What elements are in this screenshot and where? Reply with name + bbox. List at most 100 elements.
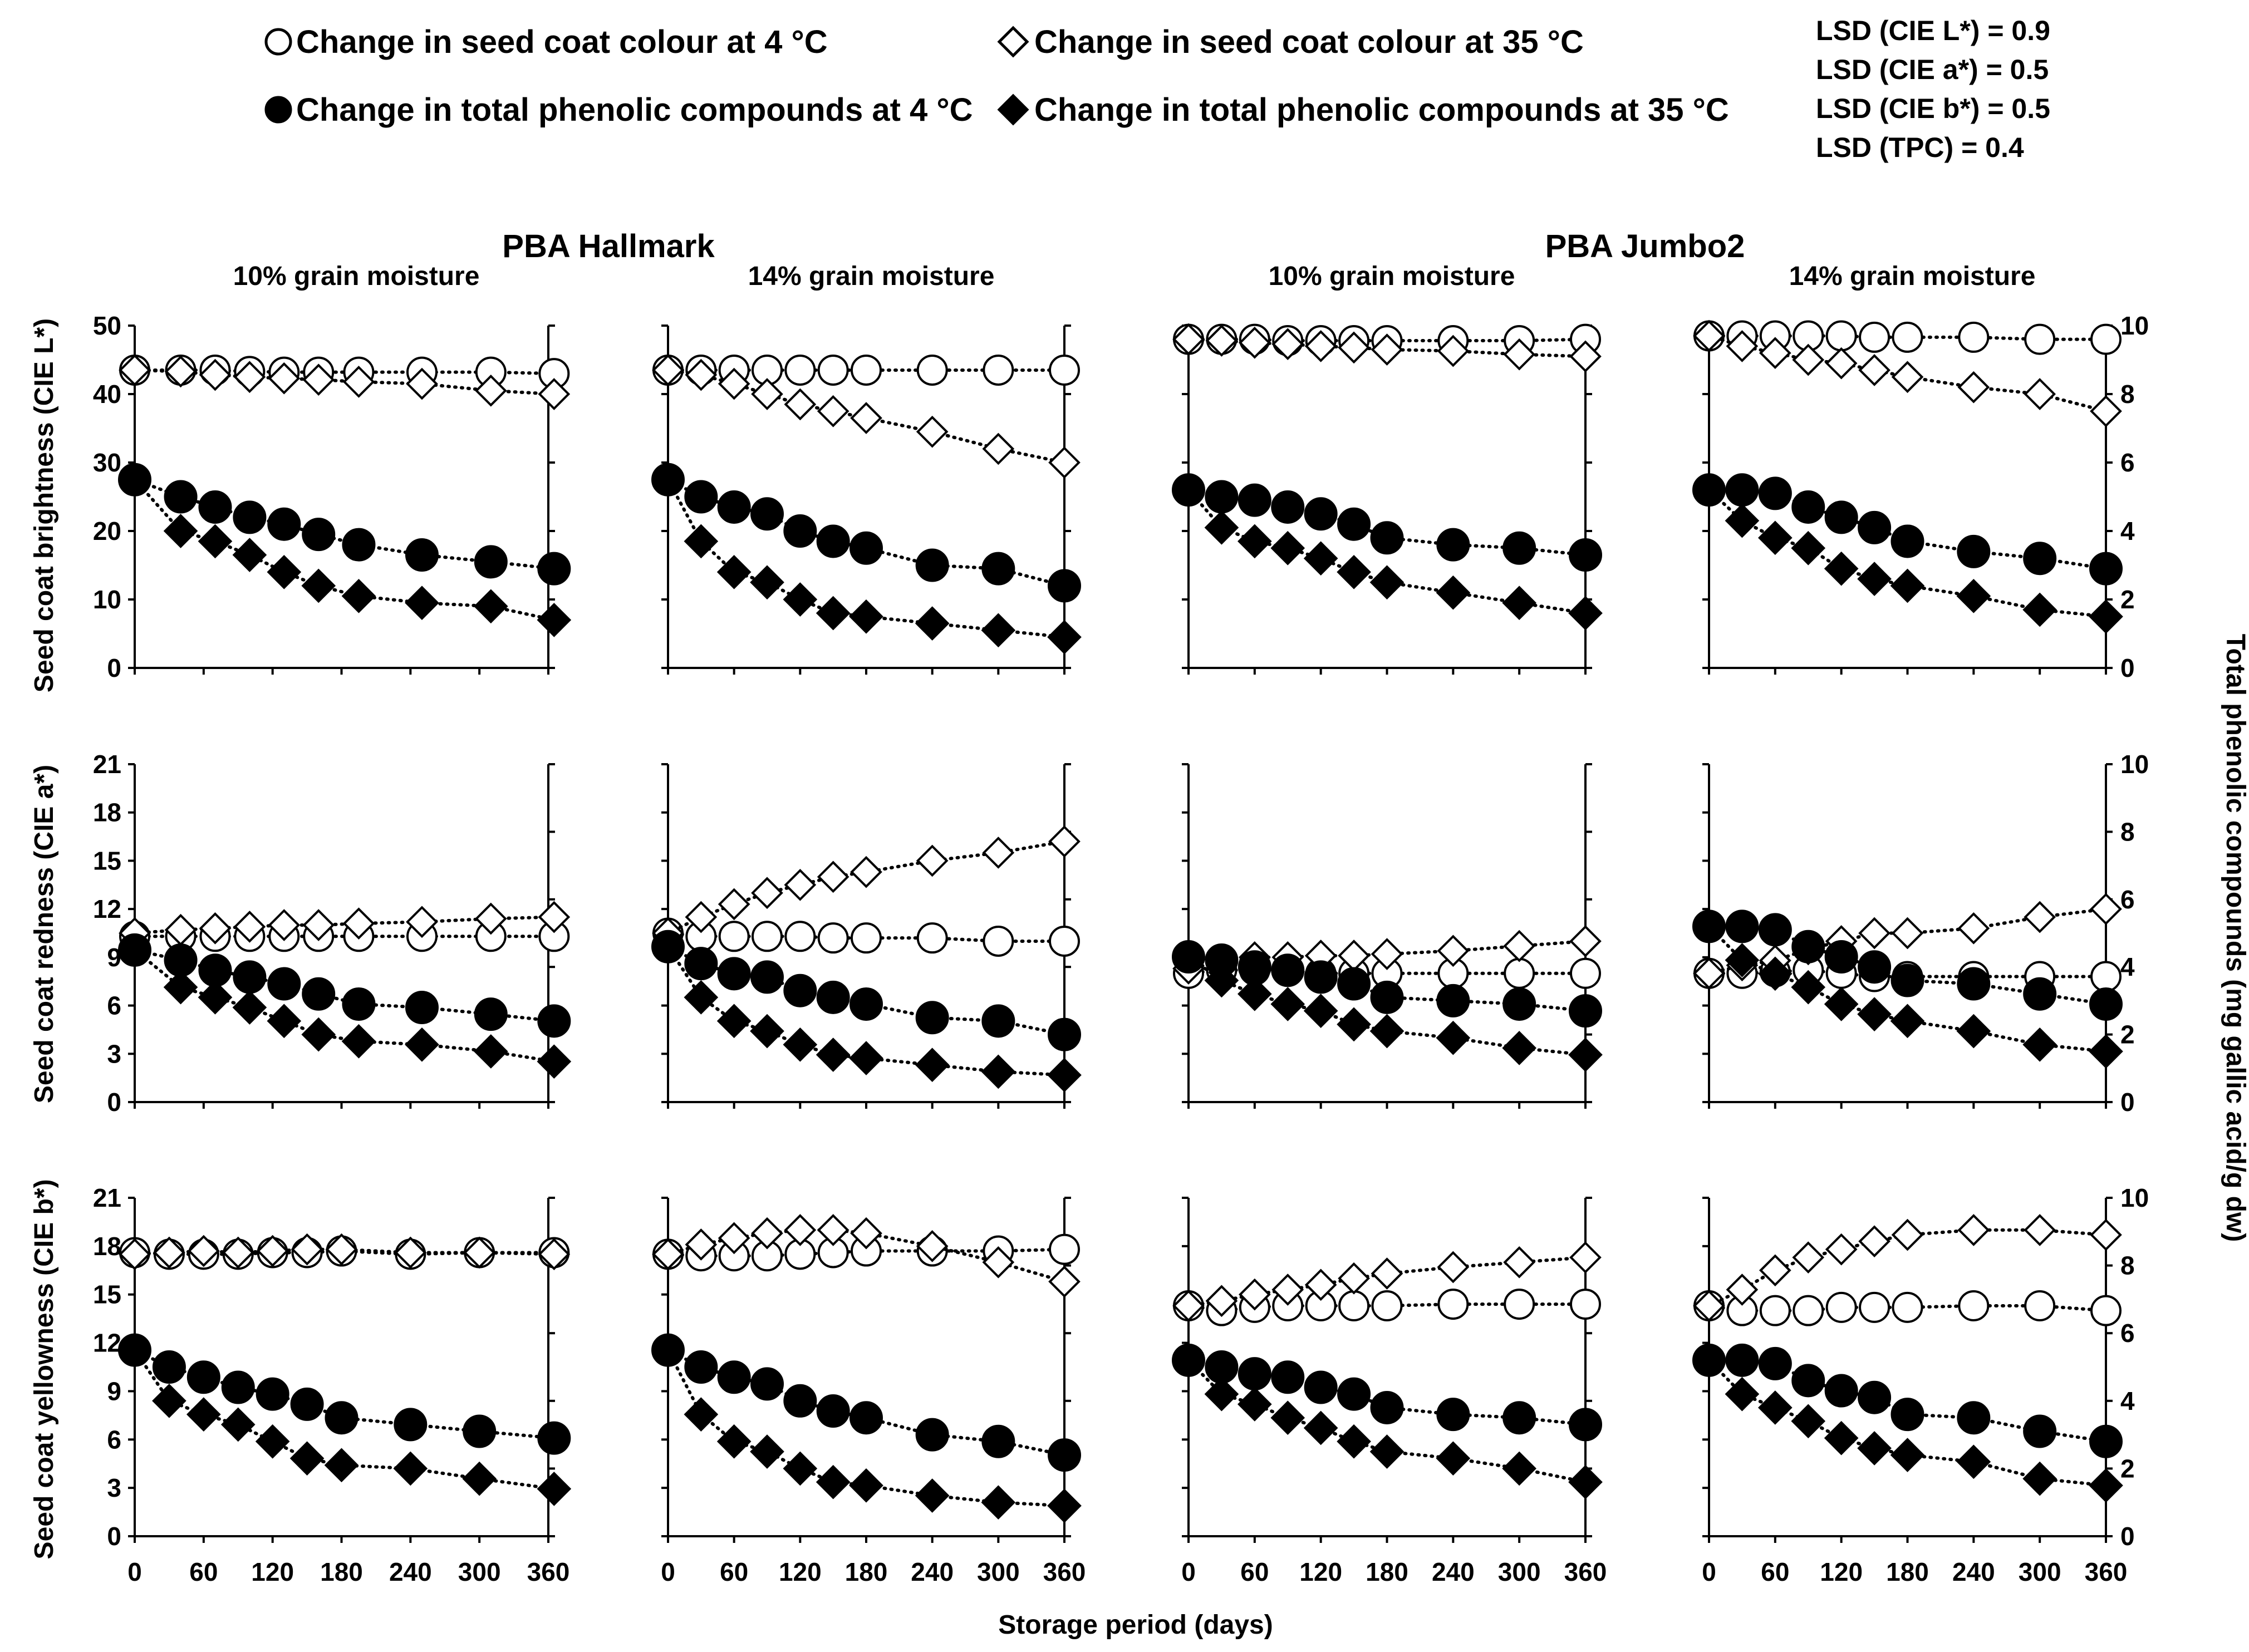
data-point	[716, 554, 752, 589]
data-point	[163, 970, 198, 1005]
data-point	[751, 378, 783, 410]
data-point	[1502, 586, 1536, 620]
data-point	[1048, 1438, 1081, 1472]
series-line	[1187, 1358, 1587, 1427]
data-point	[1369, 1014, 1405, 1049]
data-point	[1824, 940, 1858, 974]
data-point	[1568, 1038, 1603, 1072]
data-point	[849, 1468, 883, 1503]
data-point	[1047, 1058, 1082, 1093]
series-colour-35c	[652, 354, 1081, 479]
data-point	[816, 524, 850, 558]
data-point	[1271, 1360, 1305, 1394]
series-tpc-4c	[651, 463, 1081, 603]
y-tick-label: 21	[93, 750, 121, 779]
series-tpc-35c	[133, 1348, 572, 1506]
series-tpc-4c	[1692, 909, 2123, 1021]
series-line	[133, 368, 556, 376]
data-point	[1503, 338, 1535, 371]
panel-r1-c3: 0 2 4 6 8 10	[1692, 750, 2149, 1117]
y-tick-label: 30	[93, 448, 121, 477]
data-point	[474, 902, 507, 935]
data-point	[849, 1401, 883, 1435]
data-point	[981, 1424, 1015, 1458]
data-point	[1304, 1268, 1337, 1301]
data-point	[537, 1421, 571, 1455]
series-line	[1187, 1302, 1587, 1312]
data-point	[2089, 1424, 2123, 1458]
data-point	[783, 1027, 818, 1062]
data-point	[684, 480, 718, 514]
data-point	[474, 545, 508, 579]
y-tick-label: 20	[93, 517, 121, 545]
y-tick-label: 0	[107, 1088, 121, 1117]
data-point	[1890, 1398, 1924, 1432]
series-line	[133, 1348, 556, 1491]
data-point	[750, 960, 784, 994]
data-point	[783, 974, 817, 1007]
data-point	[1502, 1401, 1536, 1435]
data-point	[849, 599, 883, 634]
x-tick-label: 300	[2019, 1557, 2061, 1586]
data-point	[1436, 1398, 1470, 1432]
data-point	[537, 552, 571, 586]
data-point	[393, 1451, 428, 1486]
data-point	[916, 844, 949, 877]
data-point	[981, 1004, 1015, 1038]
legend-label-tpc-4c: Change in total phenolic compounds at 4 …	[296, 92, 973, 128]
x-tick-label: 240	[1952, 1557, 1995, 1586]
data-point	[850, 402, 882, 434]
series-line	[666, 1228, 1066, 1284]
series-line	[1707, 968, 2108, 979]
data-point	[220, 1407, 256, 1442]
x-tick-label: 300	[977, 1557, 1020, 1586]
series-colour-4c	[652, 1233, 1080, 1272]
y-tick-label: 10	[93, 585, 121, 614]
data-point	[1047, 1488, 1082, 1523]
data-point	[233, 361, 266, 394]
data-point	[2089, 1034, 2123, 1069]
data-point	[1857, 997, 1892, 1032]
panel-r2-c1: 0 60 120 180 240 300 360	[651, 1197, 1086, 1586]
data-point	[685, 358, 718, 391]
data-point	[1824, 500, 1858, 534]
series-tpc-4c	[1692, 1343, 2123, 1458]
data-point	[981, 1485, 1016, 1520]
data-point	[1858, 950, 1892, 984]
data-point	[783, 1451, 818, 1486]
right-tick-label: 8	[2120, 817, 2135, 846]
data-point	[302, 518, 336, 552]
data-point	[1337, 967, 1371, 1001]
data-point	[1857, 562, 1892, 596]
series-tpc-4c	[118, 933, 571, 1038]
y-tick-label: 15	[93, 846, 121, 875]
right-tick-label: 4	[2120, 1386, 2135, 1415]
series-line	[666, 478, 1066, 588]
moisture-title-hallmark-10: 10% grain moisture	[233, 262, 480, 291]
data-point	[1569, 1408, 1602, 1442]
panel-r0-c1	[651, 324, 1082, 675]
data-point	[916, 1230, 949, 1262]
data-point	[751, 1217, 783, 1250]
series-tpc-35c	[1187, 1358, 1603, 1499]
series-line	[666, 1247, 1066, 1258]
data-point	[1791, 970, 1826, 1005]
data-point	[1890, 524, 1924, 558]
data-point	[1239, 326, 1271, 359]
data-point	[1890, 1438, 1925, 1472]
data-point	[1436, 575, 1471, 610]
data-point	[1304, 960, 1338, 994]
right-tick-label: 0	[2120, 653, 2135, 682]
legend-marker-tpc-4c	[264, 96, 292, 124]
data-point	[2090, 961, 2122, 992]
data-point	[1892, 1291, 1923, 1323]
right-tick-label: 4	[2120, 517, 2135, 545]
data-point	[1503, 930, 1535, 962]
data-point	[816, 1464, 851, 1499]
series-line	[133, 478, 556, 622]
data-point	[718, 888, 750, 921]
data-point	[186, 1397, 221, 1432]
legend: Change in seed coat colour at 4 °C Chang…	[264, 24, 1729, 128]
series-colour-35c	[119, 1233, 571, 1271]
